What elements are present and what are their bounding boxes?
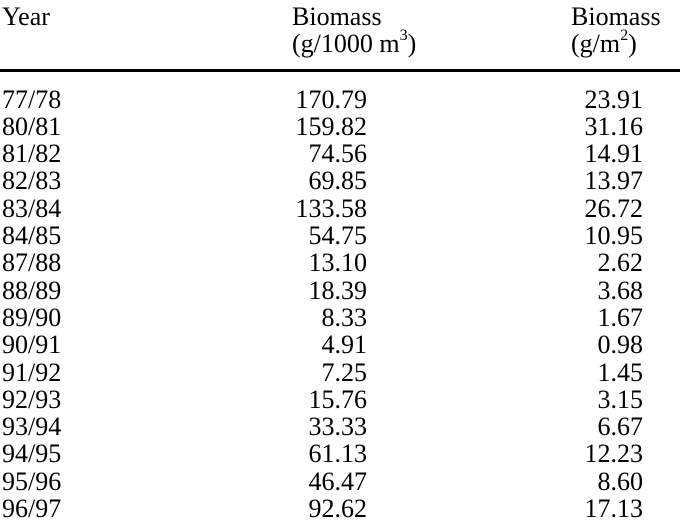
biomass-area-cell: 2.62	[597, 248, 644, 278]
biomass-area-cell: 17.13	[584, 494, 644, 524]
year-cell: 95/96	[2, 466, 62, 496]
year-cell: 84/85	[2, 221, 62, 251]
biomass-area-cell: 3.15	[597, 384, 644, 414]
header-row: Year Biomass (g/1000 m3) Biomass (g/m2)	[0, 0, 680, 72]
year-column-header: Year	[0, 0, 292, 72]
biomass-volume-header-unit: (g/1000 m3)	[292, 27, 430, 59]
table-row: 88/89 18.39 3.68	[0, 275, 680, 305]
year-header-label: Year	[2, 2, 50, 31]
unit-prefix: (g/m	[571, 29, 621, 59]
year-cell: 77/78	[2, 84, 62, 114]
biomass-volume-cell: 7.25	[321, 357, 368, 387]
table-row: 90/91 4.91 0.98	[0, 330, 680, 360]
unit-suffix: )	[628, 29, 637, 59]
unit-superscript: 3	[399, 27, 408, 45]
table-row: 81/82 74.56 14.91	[0, 139, 680, 169]
unit-suffix: )	[407, 29, 417, 59]
year-cell: 88/89	[2, 275, 62, 305]
biomass-area-cell: 12.23	[584, 439, 644, 469]
biomass-volume-cell: 133.58	[295, 193, 368, 223]
biomass-volume-cell: 33.33	[308, 412, 368, 442]
biomass-volume-cell: 92.62	[308, 494, 368, 524]
biomass-volume-cell: 18.39	[308, 275, 368, 305]
table-row: 77/78 170.79 23.91	[0, 70, 680, 113]
year-cell: 89/90	[2, 302, 62, 332]
biomass-volume-column-header: Biomass (g/1000 m3)	[292, 0, 430, 72]
table-row: 87/88 13.10 2.62	[0, 248, 680, 278]
table-row: 84/85 54.75 10.95	[0, 221, 680, 251]
biomass-area-cell: 10.95	[584, 221, 644, 251]
biomass-volume-cell: 54.75	[308, 221, 368, 251]
biomass-volume-cell: 69.85	[308, 166, 368, 196]
biomass-volume-cell: 61.13	[308, 439, 368, 469]
biomass-area-header-unit: (g/m2)	[571, 27, 680, 59]
table-header: Year Biomass (g/1000 m3) Biomass (g/m2)	[0, 0, 680, 72]
biomass-volume-cell: 15.76	[308, 384, 368, 414]
table-row: 80/81 159.82 31.16	[0, 111, 680, 141]
table-row: 89/90 8.33 1.67	[0, 302, 680, 332]
biomass-area-cell: 26.72	[584, 193, 644, 223]
biomass-volume-cell: 159.82	[295, 111, 368, 141]
year-cell: 91/92	[2, 357, 62, 387]
biomass-area-cell: 23.91	[584, 84, 644, 114]
biomass-area-cell: 13.97	[584, 166, 644, 196]
year-cell: 90/91	[2, 330, 62, 360]
biomass-volume-cell: 13.10	[308, 248, 368, 278]
unit-prefix: (g/1000 m	[292, 29, 400, 59]
table-row: 92/93 15.76 3.15	[0, 384, 680, 414]
biomass-area-cell: 6.67	[597, 412, 644, 442]
biomass-area-cell: 8.60	[597, 466, 644, 496]
biomass-area-column-header: Biomass (g/m2)	[430, 0, 680, 72]
table-row: 91/92 7.25 1.45	[0, 357, 680, 387]
table-row: 83/84 133.58 26.72	[0, 193, 680, 223]
biomass-volume-cell: 4.91	[321, 330, 368, 360]
biomass-volume-header-label: Biomass	[292, 2, 382, 31]
year-cell: 93/94	[2, 412, 62, 442]
biomass-area-header-label: Biomass	[571, 2, 661, 31]
year-cell: 92/93	[2, 384, 62, 414]
year-cell: 94/95	[2, 439, 62, 469]
table-row: 93/94 33.33 6.67	[0, 412, 680, 442]
year-cell: 82/83	[2, 166, 62, 196]
year-cell: 83/84	[2, 193, 62, 223]
unit-superscript: 2	[620, 27, 629, 45]
biomass-area-cell: 1.67	[597, 302, 644, 332]
biomass-area-cell: 31.16	[584, 111, 644, 141]
biomass-volume-cell: 74.56	[308, 139, 368, 169]
biomass-area-cell: 1.45	[597, 357, 644, 387]
biomass-volume-cell: 170.79	[295, 84, 368, 114]
table-row: 82/83 69.85 13.97	[0, 166, 680, 196]
biomass-volume-cell: 46.47	[308, 466, 368, 496]
biomass-volume-cell: 8.33	[321, 302, 368, 332]
table-row: 96/97 92.62 17.13	[0, 494, 680, 524]
biomass-area-cell: 0.98	[597, 330, 644, 360]
year-cell: 81/82	[2, 139, 62, 169]
year-cell: 96/97	[2, 494, 62, 524]
biomass-area-cell: 14.91	[584, 139, 644, 169]
table-row: 94/95 61.13 12.23	[0, 439, 680, 469]
year-cell: 80/81	[2, 111, 62, 141]
table-body: 77/78 170.79 23.91 80/81 159.82 31.16 81…	[0, 70, 680, 524]
biomass-area-cell: 3.68	[597, 275, 644, 305]
table-row: 95/96 46.47 8.60	[0, 466, 680, 496]
year-cell: 87/88	[2, 248, 62, 278]
